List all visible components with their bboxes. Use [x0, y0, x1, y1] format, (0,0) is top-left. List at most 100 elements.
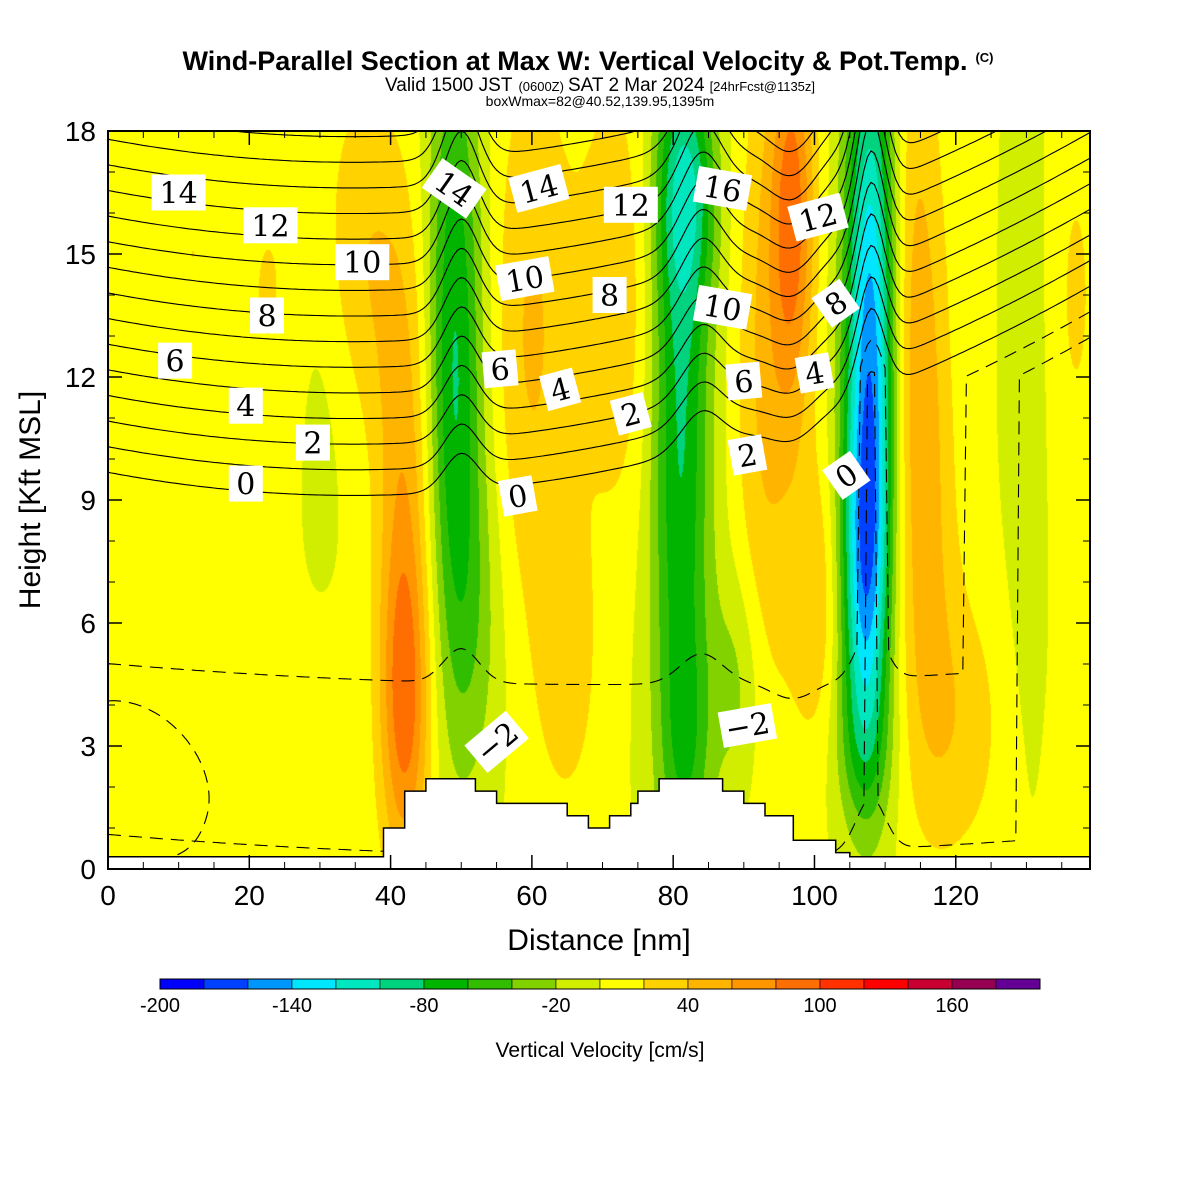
contour-label-14: 8: [592, 277, 627, 314]
colorbar-swatch: [951, 978, 997, 990]
theta-contour-5: [108, 150, 1090, 368]
colorbar-swatch: [511, 978, 557, 990]
contour-label-text: 6: [733, 364, 755, 401]
y-tick-label: 18: [65, 116, 96, 147]
colorbar-swatch: [555, 978, 601, 990]
contour-label-text: 10: [700, 288, 744, 329]
colorbar-tick-labels: -200 -140 -80 -20 40 100 160: [140, 995, 969, 1017]
colorbar-tick-label: -140: [272, 995, 312, 1017]
contour-label-text: 6: [489, 352, 511, 389]
contour-label-box: [603, 186, 658, 223]
contour-label-text: 0: [236, 468, 255, 503]
theta-contour-18: [108, 0, 1090, 34]
colorbar-label: Vertical Velocity [cm/s]: [496, 1039, 705, 1062]
colorbar-swatch: [467, 978, 513, 990]
contour-label-box: [243, 207, 298, 244]
contour-label-text: 10: [503, 260, 547, 301]
contour-label-box: [228, 465, 263, 502]
contour-label-box: [592, 277, 627, 313]
contour-label-box: [609, 392, 652, 436]
contour-label-box: [508, 164, 570, 213]
contour-label-box: [692, 284, 753, 330]
contour-label-text: 12: [612, 189, 650, 224]
contour-label-box: [811, 278, 860, 328]
y-tick-label: 12: [65, 362, 96, 393]
contour-label-text: 4: [236, 390, 255, 425]
terrain-profile: [108, 778, 1090, 869]
contour-label-24: 0: [497, 475, 538, 517]
contour-label-box: [794, 352, 835, 394]
theta-contour-14: [225, 131, 420, 138]
contour-label-3: 8: [250, 297, 284, 335]
y-tick-label: 3: [80, 731, 96, 762]
theta-contour-9: [108, 131, 944, 266]
colorbar-frame: [159, 978, 1041, 990]
theta-contour-6: [108, 131, 1090, 343]
contour-label-19: 2: [609, 392, 652, 436]
contour-label-17: 6: [481, 349, 519, 389]
x-tick-label: 20: [234, 880, 265, 911]
contour-label-box: [250, 297, 284, 334]
contour-label-text: 14: [160, 177, 198, 212]
contour-label-text: 10: [343, 246, 381, 281]
colorbar-tick-label: -80: [410, 995, 439, 1017]
contour-label-text: −2: [723, 706, 773, 748]
theta-contour-2: [108, 234, 1090, 445]
x-axis-label: Distance [nm]: [507, 924, 690, 957]
contour-label-box: [822, 450, 871, 500]
contour-label-box: [295, 424, 330, 461]
contour-label-box: [692, 165, 753, 211]
y-axis-label: Height [Kft MSL]: [14, 391, 47, 609]
y-tick-label: 6: [80, 608, 96, 639]
contour-label-text: 8: [600, 279, 619, 314]
colorbar-swatch: [159, 978, 205, 990]
chart-subtitle: Valid 1500 JST (0600Z) SAT 2 Mar 2024 [24hr…: [385, 75, 815, 96]
x-tick-label: 120: [932, 880, 979, 911]
colorbar-swatch: [731, 978, 777, 990]
colorbar-swatch: [687, 978, 733, 990]
theta-contour-1: [108, 260, 1090, 471]
contour-label-18: 4: [539, 367, 582, 412]
theta-contour-4: [108, 181, 1090, 394]
contour-label-21: 4: [794, 352, 835, 394]
theta-contour-0: [108, 285, 1090, 496]
colorbar-tick-label: 40: [677, 995, 699, 1017]
contour-label-text: 16: [700, 169, 744, 210]
colorbar-tick-label: 160: [935, 995, 968, 1017]
contour-label-15: 10: [692, 284, 753, 330]
contour-label-6: 2: [295, 424, 330, 462]
colorbar-swatch: [335, 978, 381, 990]
contour-label-box: [539, 367, 582, 412]
contour-label-box: [725, 361, 763, 401]
contour-label-25: −2: [464, 710, 529, 774]
contour-label-box: [464, 710, 529, 774]
contour-label-1: 12: [243, 207, 298, 244]
contour-label-13: 10: [495, 256, 555, 302]
colorbar-tick-label: 100: [803, 995, 836, 1017]
colorbar-swatch: [775, 978, 821, 990]
contour-label-11: 16: [692, 165, 753, 211]
contour-label-box: [787, 192, 849, 242]
theta-contour-8: [108, 131, 998, 291]
terrain: [108, 778, 1090, 869]
contour-label-text: 8: [257, 300, 276, 335]
y-tick-label: 0: [80, 854, 96, 885]
colorbar-swatch: [995, 978, 1041, 990]
chart-title: Wind-Parallel Section at Max W: Vertical…: [182, 46, 993, 76]
contour-label-box: [495, 256, 555, 302]
colorbar-swatch: [203, 978, 249, 990]
contour-label-0: 14: [151, 174, 206, 212]
colorbar-swatch: [643, 978, 689, 990]
contour-label-text: 2: [303, 427, 322, 462]
contour-label-box: [158, 342, 193, 379]
y-tick-label: 15: [65, 239, 96, 270]
chart-subtitle-box-wmax: boxWmax=82@40.52,139.95,1395m: [486, 93, 715, 109]
y-tick-label: 9: [80, 485, 96, 516]
x-tick-label: 80: [658, 880, 689, 911]
colorbar-swatch: [247, 978, 293, 990]
colorbar-swatch: [379, 978, 425, 990]
contour-label-text: 12: [251, 209, 289, 244]
contour-label-7: 0: [228, 465, 263, 503]
